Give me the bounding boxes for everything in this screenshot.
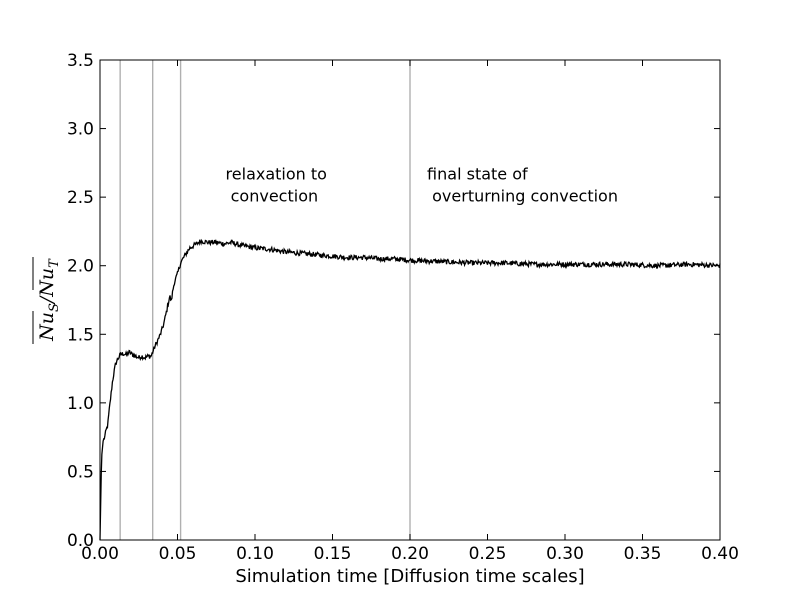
y-tick-label: 0.0 bbox=[67, 531, 94, 551]
x-tick-label: 0.05 bbox=[159, 544, 197, 564]
y-axis-title-num: Nu bbox=[36, 312, 58, 342]
y-tick-label: 0.5 bbox=[67, 462, 94, 482]
y-tick-label: 3.0 bbox=[67, 120, 94, 140]
x-tick-label: 0.10 bbox=[236, 544, 274, 564]
y-tick-label: 2.0 bbox=[67, 257, 94, 277]
y-axis-title-den: Nu bbox=[36, 268, 58, 298]
y-tick-label: 1.5 bbox=[67, 325, 94, 345]
y-axis-title: NuS/NuT bbox=[32, 257, 62, 344]
x-tick-label: 0.15 bbox=[314, 544, 352, 564]
series-line bbox=[99, 238, 721, 541]
y-tick-label: 1.0 bbox=[67, 394, 94, 414]
marker-vertical-lines bbox=[119, 60, 411, 540]
x-tick-label: 0.35 bbox=[624, 544, 662, 564]
annotation-1: final state of overturning convection bbox=[427, 164, 618, 205]
y-tick-label: 3.5 bbox=[67, 51, 94, 71]
x-axis-title: Simulation time [Diffusion time scales] bbox=[235, 566, 584, 587]
x-tick-label: 0.20 bbox=[391, 544, 429, 564]
x-tick-label: 0.30 bbox=[546, 544, 584, 564]
annotations: relaxation to convection final state of o… bbox=[226, 164, 618, 205]
annotation-0: relaxation to convection bbox=[226, 164, 327, 205]
svg-text:NuS/NuT: NuS/NuT bbox=[36, 258, 62, 342]
y-tick-label: 2.5 bbox=[67, 188, 94, 208]
x-tick-label: 0.40 bbox=[701, 544, 739, 564]
x-tick-label: 0.25 bbox=[469, 544, 507, 564]
x-tick-label: 0.00 bbox=[81, 544, 119, 564]
x-axis-ticks: 0.00 0.05 0.10 0.15 0.20 0.25 0.30 0.35 0.40 bbox=[81, 60, 739, 564]
y-axis-ticks: 0.0 0.5 1.0 1.5 2.0 2.5 3.0 3.5 bbox=[67, 51, 720, 551]
